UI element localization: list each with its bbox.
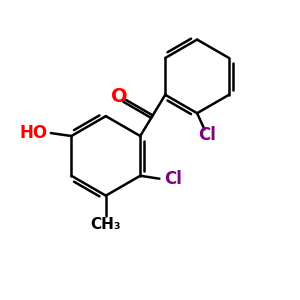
Text: O: O <box>111 87 128 106</box>
Text: Cl: Cl <box>164 170 182 188</box>
Text: Cl: Cl <box>199 126 216 144</box>
Text: CH₃: CH₃ <box>91 217 121 232</box>
Text: HO: HO <box>19 124 47 142</box>
